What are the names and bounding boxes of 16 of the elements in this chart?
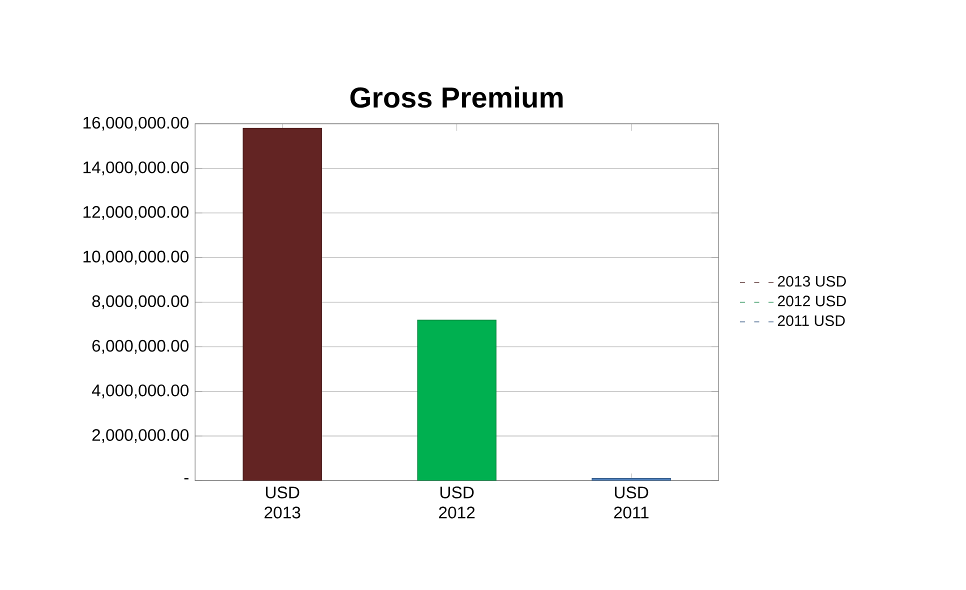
y-tick-label: 4,000,000.00 [92, 384, 189, 398]
legend-label: 2012 USD [778, 296, 846, 306]
y-tick-label: 8,000,000.00 [92, 295, 189, 310]
x-tick-label: USD 2013 [264, 486, 300, 518]
legend-label: 2011 USD [778, 315, 845, 326]
y-tick-label: 10,000,000.00 [84, 250, 189, 264]
y-tick-label: - [184, 478, 188, 480]
x-tick-label: USD 2011 [614, 486, 648, 518]
y-tick-label: 6,000,000.00 [92, 340, 189, 354]
legend-label: 2013 USD [778, 276, 846, 287]
y-tick-label: 2,000,000.00 [92, 429, 189, 443]
x-tick-label: USD 2012 [439, 486, 475, 518]
y-tick-label: 16,000,000.00 [84, 116, 189, 131]
y-tick-label: 14,000,000.00 [84, 161, 189, 176]
chart-title: Gross Premium [350, 86, 563, 108]
y-tick-label: 12,000,000.00 [84, 206, 189, 220]
